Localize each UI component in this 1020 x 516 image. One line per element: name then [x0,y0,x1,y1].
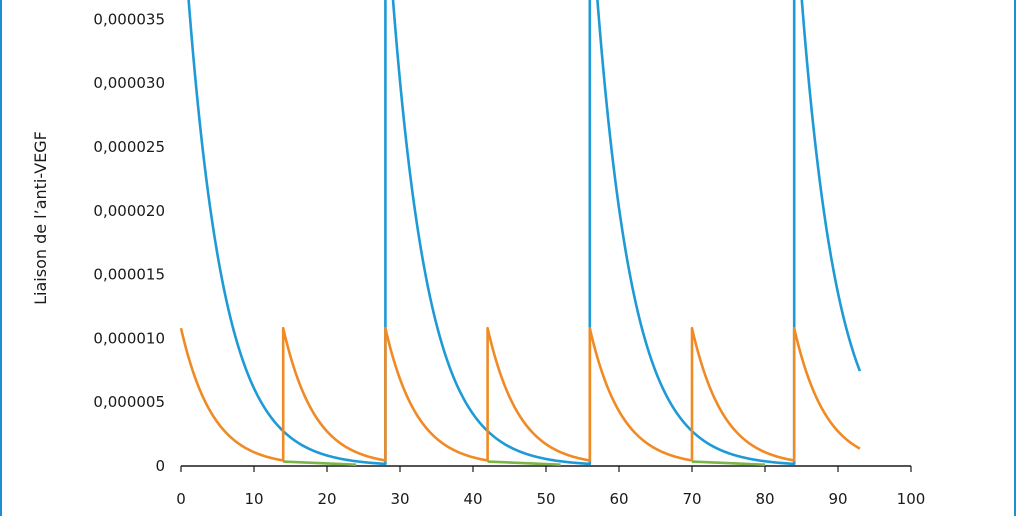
x-tick-label: 90 [828,490,847,508]
y-tick-label: 0,000030 [93,74,165,92]
x-tick-label: 80 [755,490,774,508]
axes: 0 10 20 30 40 50 60 70 80 90 100 0 0,000005 0,000010 0… [93,10,925,508]
x-tick-label: 20 [317,490,336,508]
series-line-2-segment [283,460,357,467]
x-tick-label: 100 [897,490,926,508]
y-tick-label: 0,000015 [93,266,165,284]
x-tick-label: 70 [682,490,701,508]
y-tick-label: 0,000035 [93,10,165,28]
series-line-0 [187,0,862,466]
y-tick-label: 0,000020 [93,202,165,220]
x-tick-label: 0 [176,490,186,508]
series-line-1 [179,326,861,462]
y-tick-label: 0,000005 [93,393,165,411]
x-tick-label: 60 [609,490,628,508]
y-tick-label: 0,000025 [93,138,165,156]
series-layer [179,0,862,467]
series-line-2-segment [487,460,561,467]
series-line-2-segment [691,460,766,467]
y-tick-label: 0,000010 [93,329,165,347]
x-tick-label: 40 [463,490,482,508]
y-tick-label: 0 [155,457,165,475]
y-axis-title: Liaison de l’anti-VEGF [31,131,50,305]
x-tick-label: 30 [390,490,409,508]
x-tick-label: 50 [536,490,555,508]
x-tick-label: 10 [244,490,263,508]
